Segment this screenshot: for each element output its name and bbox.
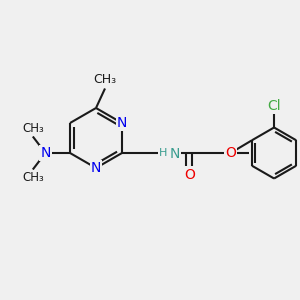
Text: N: N [91, 161, 101, 175]
Text: N: N [117, 116, 127, 130]
Text: CH₃: CH₃ [22, 122, 44, 135]
Text: CH₃: CH₃ [22, 171, 44, 184]
Text: N: N [40, 146, 51, 160]
Text: CH₃: CH₃ [93, 73, 117, 86]
Text: O: O [225, 146, 236, 160]
Text: N: N [169, 147, 180, 161]
Text: O: O [184, 168, 195, 182]
Text: Cl: Cl [267, 99, 281, 113]
Text: H: H [159, 148, 167, 158]
